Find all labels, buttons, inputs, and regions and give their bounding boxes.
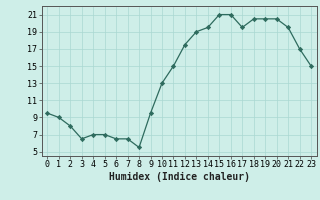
X-axis label: Humidex (Indice chaleur): Humidex (Indice chaleur): [109, 172, 250, 182]
